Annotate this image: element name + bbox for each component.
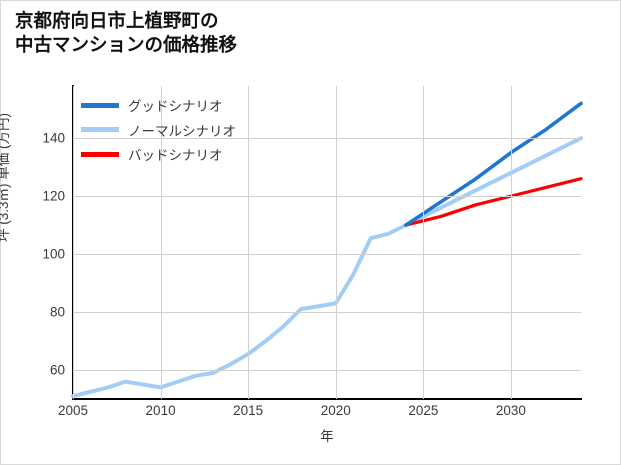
x-axis-tick-label: 2025 — [408, 403, 439, 418]
chart-legend: グッドシナリオ ノーマルシナリオ バッドシナリオ — [81, 93, 296, 167]
x-axis-line — [72, 398, 582, 400]
gridline-horizontal — [73, 254, 581, 256]
gridline-horizontal — [73, 370, 581, 372]
legend-swatch-good — [81, 102, 119, 108]
gridline-horizontal — [73, 312, 581, 314]
x-axis-label: 年 — [320, 429, 334, 444]
legend-item-good[interactable]: グッドシナリオ — [81, 93, 296, 118]
legend-label-bad: バッドシナリオ — [128, 148, 223, 164]
x-axis-tick-label: 2005 — [57, 403, 89, 418]
legend-swatch-bad — [81, 151, 119, 157]
line-bad-scenario — [404, 177, 583, 227]
series-svg — [71, 101, 583, 399]
x-axis-tick-label: 2030 — [495, 403, 526, 418]
y-axis-tick-label: 80 — [49, 304, 65, 320]
y-axis-tick-label: 120 — [42, 188, 65, 204]
x-axis-tick-label: 2020 — [320, 403, 351, 418]
legend-swatch-normal — [81, 127, 119, 133]
gridline-vertical — [73, 86, 74, 399]
gridline-vertical — [510, 86, 512, 399]
y-axis-label: 坪 (3.3㎡) 単価 (万円) — [0, 112, 11, 242]
line-normal-scenario — [71, 136, 583, 399]
legend-item-normal[interactable]: ノーマルシナリオ — [81, 118, 296, 143]
y-axis-tick-label: 140 — [42, 130, 65, 146]
chart-title: 京都府向日市上植野町の 中古マンションの価格推移 — [15, 10, 238, 56]
x-axis-tick-label: 2010 — [145, 403, 176, 418]
plot-area — [71, 86, 583, 399]
gridline-vertical — [335, 86, 337, 399]
y-axis-tick-label: 100 — [42, 246, 65, 262]
gridline-horizontal — [73, 196, 581, 198]
legend-label-normal: ノーマルシナリオ — [128, 123, 236, 139]
gridline-horizontal — [73, 138, 581, 140]
gridline-vertical — [248, 86, 250, 399]
gridline-vertical — [160, 86, 162, 399]
legend-item-bad[interactable]: バッドシナリオ — [81, 142, 296, 167]
legend-label-good: グッドシナリオ — [128, 99, 223, 115]
x-axis-tick-label: 2015 — [233, 403, 264, 418]
y-axis-tick-label: 60 — [49, 362, 65, 378]
line-good-scenario — [404, 101, 583, 227]
gridline-vertical — [423, 86, 425, 399]
